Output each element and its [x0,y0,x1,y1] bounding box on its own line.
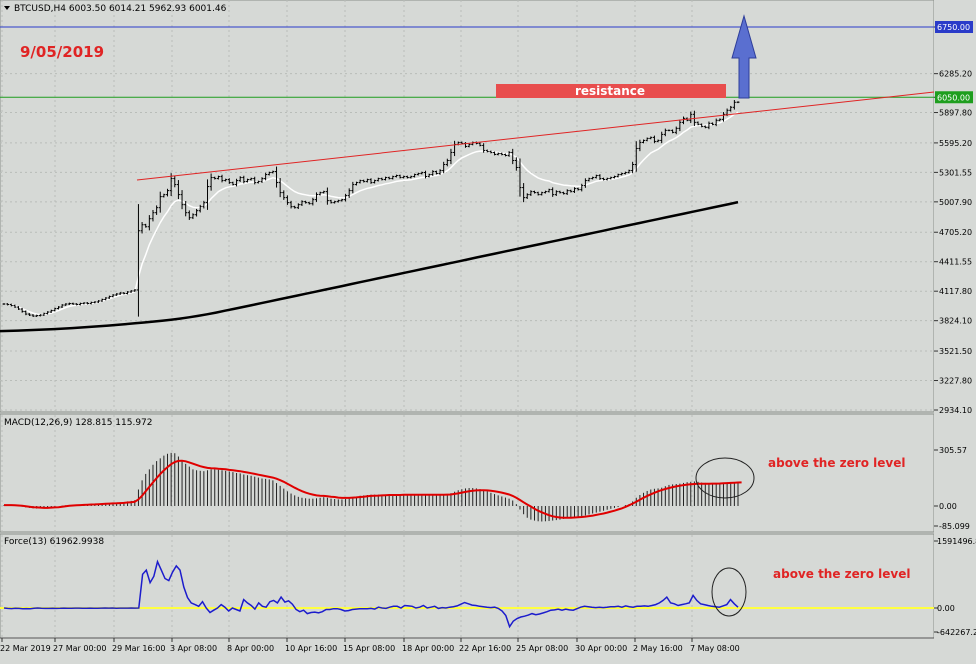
menu-triangle-icon[interactable] [4,6,10,10]
macd-highlight-circle [695,457,755,499]
macd-axis-label: -85.099 [939,522,970,531]
up-arrow-icon [731,14,757,99]
grid [0,0,934,638]
force-line [3,559,739,629]
price-label: 3227.80 [939,377,972,386]
time-label: 3 Apr 08:00 [170,644,217,653]
force-pane[interactable] [0,533,935,639]
price-label: 3521.50 [939,347,972,356]
time-label: 2 May 16:00 [633,644,683,653]
price-pane[interactable] [0,0,935,413]
time-label: 22 Mar 2019 [0,644,51,653]
price-label: 4117.80 [939,287,972,296]
macd-annotation: above the zero level [768,456,905,470]
force-axis-label: 0.00 [937,604,955,613]
time-label: 25 Apr 08:00 [516,644,568,653]
force-axis-label: 1591496.8 [937,537,976,546]
price-label: 2934.10 [939,406,972,415]
force-highlight-circle [711,567,747,617]
price-label: 4411.55 [939,258,972,267]
date-annotation: 9/05/2019 [20,43,104,61]
symbol-info: BTCUSD,H4 6003.50 6014.21 5962.93 6001.4… [14,4,227,14]
price-label: 5595.20 [939,139,972,148]
time-label: 30 Apr 00:00 [575,644,627,653]
time-label: 29 Mar 16:00 [112,644,165,653]
price-label: 5007.90 [939,198,972,207]
price-label-bg [935,91,973,104]
price-label-bg [935,21,973,33]
price-axis-labels: 6750.00 6285.20 6050.00 5897.80 5595.20 5301.… [934,21,973,415]
time-label: 27 Mar 00:00 [53,644,106,653]
price-label: 5301.55 [939,168,972,177]
horizontal-levels [0,26,934,98]
force-annotation: above the zero level [773,567,910,581]
price-label: 6285.20 [939,70,972,79]
macd-label: MACD(12,26,9) 128.815 115.972 [4,418,153,428]
time-label: 18 Apr 00:00 [402,644,454,653]
macd-axis-label: 0.00 [939,502,957,511]
time-label: 7 May 08:00 [690,644,740,653]
macd-pane[interactable] [0,413,935,533]
macd-axis-label: 305.57 [939,446,967,455]
macd-histogram: 305.57 0.00 -85.099 [3,446,970,531]
price-label: 6750.00 [937,23,970,32]
force-index: 1591496.8 0.00 -642267.2 [0,537,976,637]
resistance-label: resistance [575,84,645,98]
force-label: Force(13) 61962.9938 [4,537,104,547]
price-axis [934,0,976,659]
time-axis-labels: 22 Mar 2019 27 Mar 00:00 29 Mar 16:00 3 Apr… [0,638,740,653]
price-label: 5897.80 [939,109,972,118]
price-label: 4705.20 [939,228,972,237]
resistance-box [496,84,726,98]
price-label: 3824.10 [939,317,972,326]
time-label: 15 Apr 08:00 [343,644,395,653]
slow-moving-average [0,200,739,333]
macd-signal-line [4,459,742,519]
price-label: 6050.00 [937,93,970,102]
time-label: 8 Apr 00:00 [227,644,274,653]
time-label: 10 Apr 16:00 [285,644,337,653]
time-label: 22 Apr 16:00 [459,644,511,653]
trendline [136,91,935,181]
force-axis-label: -642267.2 [937,628,976,637]
